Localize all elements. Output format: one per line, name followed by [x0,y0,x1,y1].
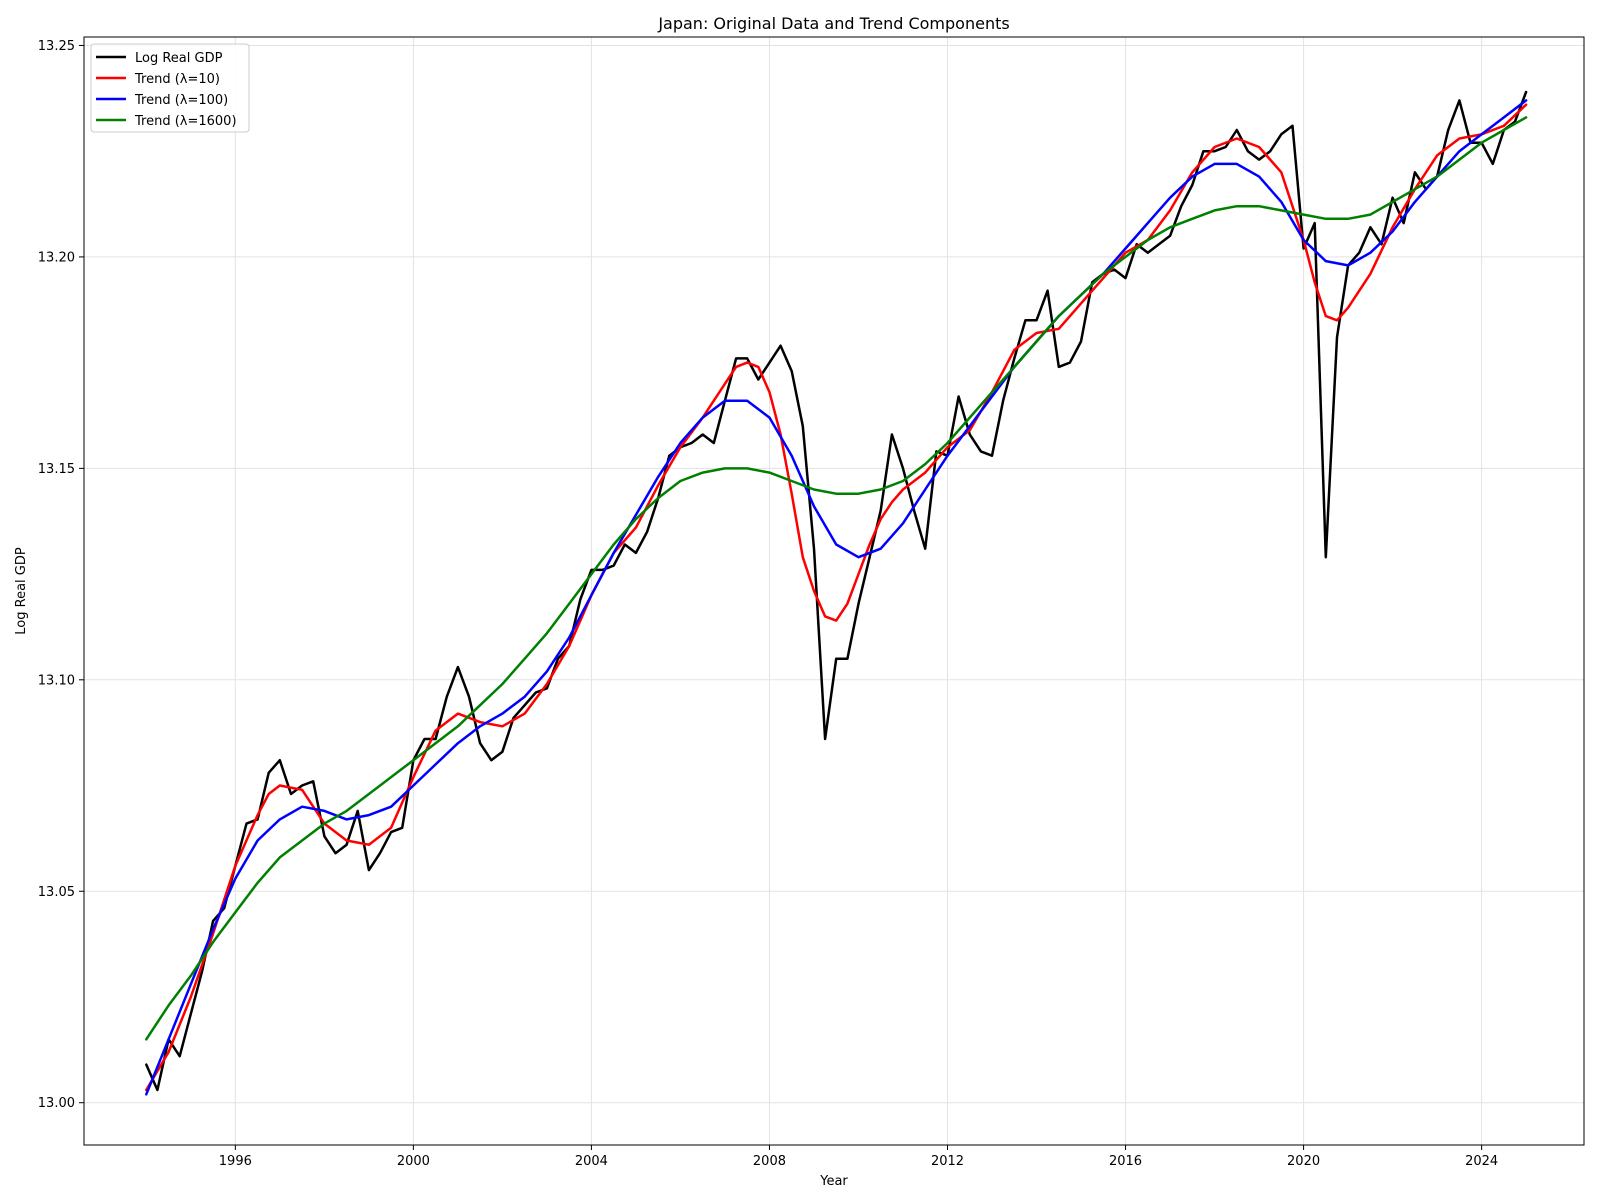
x-tick-label: 2016 [1109,1154,1142,1169]
legend-label: Trend (λ=100) [134,93,228,108]
x-axis-label: Year [819,1174,848,1189]
legend: Log Real GDP Trend (λ=10) Trend (λ=100) Tre… [90,43,250,133]
series-log-real-gdp [145,90,1528,1092]
x-tick-label: 2020 [1287,1154,1320,1169]
x-axis: 1996 2000 2004 2008 2012 2016 2020 2024 [219,1145,1498,1169]
x-tick-label: 1996 [219,1154,252,1169]
plot-frame [83,36,1585,1146]
series-trend-lambda-100 [145,99,1528,1096]
x-tick-label: 2024 [1465,1154,1498,1169]
chart-title: Japan: Original Data and Trend Component… [657,14,1009,33]
x-tick-label: 2000 [397,1154,430,1169]
series-trend-lambda-10 [145,103,1528,1092]
y-axis-label: Log Real GDP [14,547,29,635]
x-tick-label: 2004 [575,1154,608,1169]
legend-label: Trend (λ=10) [134,72,220,87]
legend-label: Log Real GDP [135,51,223,66]
legend-box [90,43,250,133]
y-tick-label: 13.25 [38,39,75,54]
legend-label: Trend (λ=1600) [134,114,237,129]
y-axis: 13.00 13.05 13.10 13.15 13.20 13.25 [38,39,84,1111]
series-group [145,90,1528,1096]
grid [84,37,1584,1145]
y-tick-label: 13.00 [38,1096,75,1111]
y-tick-label: 13.15 [38,462,75,477]
series-trend-lambda-1600 [145,116,1528,1041]
y-tick-label: 13.20 [38,250,75,265]
y-tick-label: 13.10 [38,673,75,688]
x-tick-label: 2008 [753,1154,786,1169]
y-tick-label: 13.05 [38,885,75,900]
x-tick-label: 2012 [931,1154,964,1169]
